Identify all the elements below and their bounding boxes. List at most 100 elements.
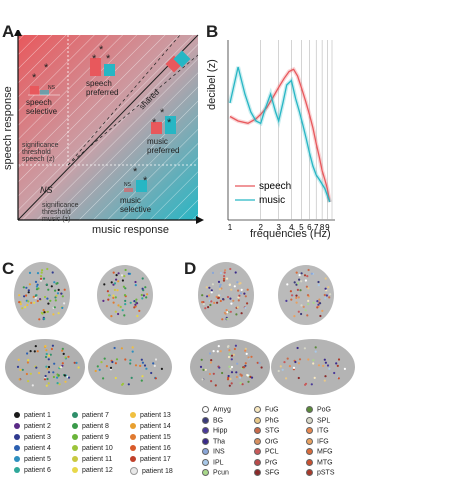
patient-label: patient 7 (82, 412, 109, 419)
electrode-dot (63, 302, 66, 305)
speech-preferred-label: speech preferred (86, 79, 119, 97)
electrode-dot (229, 367, 232, 370)
electrode-dot (226, 378, 230, 381)
x-tick-label: 5 (299, 223, 304, 232)
electrode-dot (226, 311, 229, 314)
electrode-dot (127, 383, 130, 386)
electrode-dot (298, 358, 302, 361)
electrode-dot (317, 280, 320, 284)
region-label: SFG (265, 469, 280, 477)
patient-legend-item: patient 2 (14, 423, 51, 430)
patient-label: patient 12 (82, 467, 113, 474)
electrode-dot (296, 282, 300, 285)
electrode-dot (234, 271, 237, 274)
electrode-dot (56, 282, 59, 285)
electrode-dot (246, 302, 249, 305)
patient-color-dot (14, 445, 20, 452)
patient-color-dot (130, 445, 136, 452)
electrode-dot (199, 365, 203, 368)
music-preferred-label: music preferred (147, 137, 180, 155)
electrode-dot (237, 296, 240, 299)
electrode-dot (222, 298, 225, 301)
electrode-dot (305, 285, 308, 288)
electrode-dot (116, 289, 119, 292)
electrode-dot (107, 294, 111, 297)
electrode-dot (214, 384, 217, 387)
electrode-dot (40, 271, 43, 274)
patient-legend-item: patient 12 (72, 467, 113, 474)
electrode-dot (145, 296, 148, 299)
electrode-dot (240, 288, 243, 291)
electrode-dot (290, 298, 293, 301)
electrode-dot (129, 359, 132, 362)
electrode-dot (317, 284, 320, 287)
patient-color-dot (130, 412, 136, 419)
ns-label: NS (40, 185, 53, 195)
electrode-dot (120, 274, 124, 277)
electrode-dot (124, 287, 127, 290)
region-color-dot (254, 469, 261, 476)
electrode-dot (54, 296, 57, 299)
electrode-dot (51, 344, 55, 347)
electrode-dot (27, 291, 30, 294)
electrode-dot (226, 295, 230, 299)
electrode-dot (26, 303, 29, 307)
electrode-dot (28, 271, 32, 274)
electrode-dot (32, 295, 35, 298)
electrode-dot (326, 364, 330, 367)
electrode-dot (115, 358, 119, 361)
star-7: * (160, 107, 165, 119)
electrode-dot (117, 304, 120, 307)
electrode-dot (285, 299, 288, 302)
electrode-dot (299, 289, 302, 292)
region-legend-item: FuG (254, 406, 279, 413)
electrode-dot (229, 297, 232, 300)
electrode-dot (296, 288, 299, 291)
electrode-dot (235, 371, 238, 374)
region-label: STG (265, 427, 280, 435)
electrode-dot (54, 289, 57, 292)
electrode-dot (96, 365, 99, 368)
chart-x-label: frequencies (Hz) (250, 228, 331, 240)
patient-label: patient 15 (140, 434, 171, 441)
electrode-dot (239, 282, 242, 285)
patient-label: patient 10 (82, 445, 113, 452)
electrode-dot (46, 367, 49, 370)
patient-legend-item: patient 16 (130, 445, 171, 452)
electrode-dot (49, 353, 52, 356)
electrode-dot (46, 377, 49, 381)
electrode-dot (328, 367, 331, 370)
electrode-dot (110, 315, 113, 318)
electrode-dot (134, 284, 137, 287)
electrode-dot (228, 283, 231, 286)
electrode-dot (212, 372, 215, 375)
region-label: PoG (317, 406, 332, 414)
patient-legend-item: patient 8 (72, 423, 109, 430)
region-legend-item: PrG (254, 458, 277, 466)
electrode-dot (45, 384, 48, 387)
electrode-dots-c (16, 267, 163, 387)
electrode-dot (114, 362, 117, 365)
electrode-dot (56, 292, 60, 295)
electrode-dot (229, 377, 232, 381)
panel-label-b: B (206, 22, 219, 41)
music-threshold-label: significance threshold music (z) (42, 202, 79, 223)
electrode-dot (223, 311, 226, 314)
electrode-dot (300, 312, 303, 316)
region-color-dot (306, 448, 313, 455)
electrode-dot (47, 371, 51, 374)
patient-color-dot (72, 434, 78, 441)
electrode-dot (23, 295, 26, 298)
patient-legend-item: patient 10 (72, 445, 113, 452)
electrode-dot (64, 356, 67, 359)
electrode-dot (300, 304, 303, 307)
electrode-dot (117, 280, 120, 283)
electrode-dot (300, 272, 303, 275)
patient-label: patient 5 (24, 456, 51, 463)
electrode-dot (44, 374, 47, 378)
electrode-dot (58, 383, 61, 386)
electrode-dot (34, 296, 38, 299)
electrode-dot (75, 361, 78, 364)
electrode-dot (298, 274, 301, 277)
